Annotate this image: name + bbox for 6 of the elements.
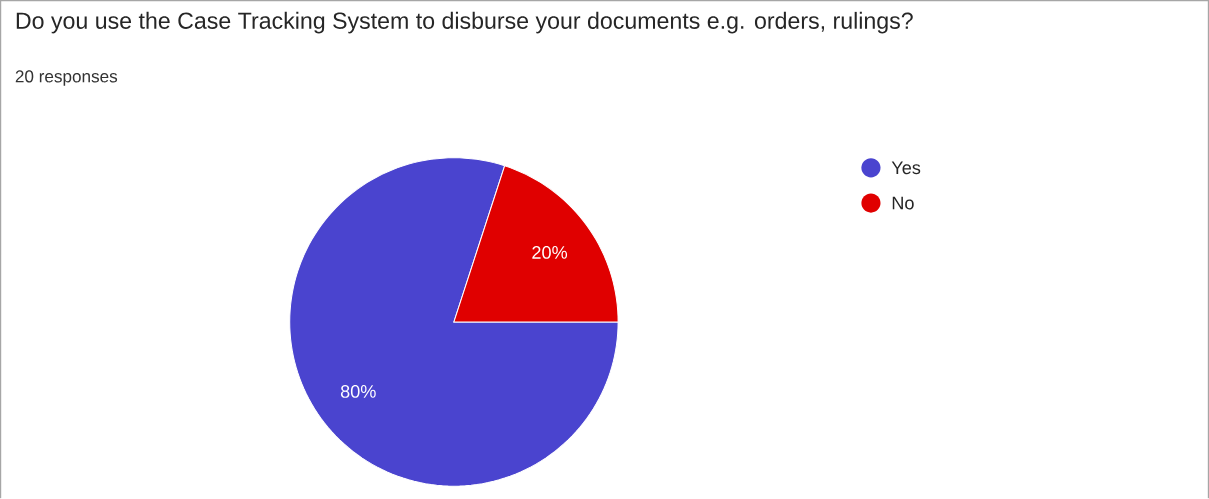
chart-title: Do you use the Case Tracking System to disburse your documents e.g. orders, rulings? (16, 11, 913, 34)
legend-label: Yes (891, 161, 921, 175)
data-label: 80% (340, 385, 376, 398)
data-label: 20% (532, 246, 568, 259)
text: 20 responses (15, 70, 118, 86)
legend-label: No (892, 196, 914, 210)
